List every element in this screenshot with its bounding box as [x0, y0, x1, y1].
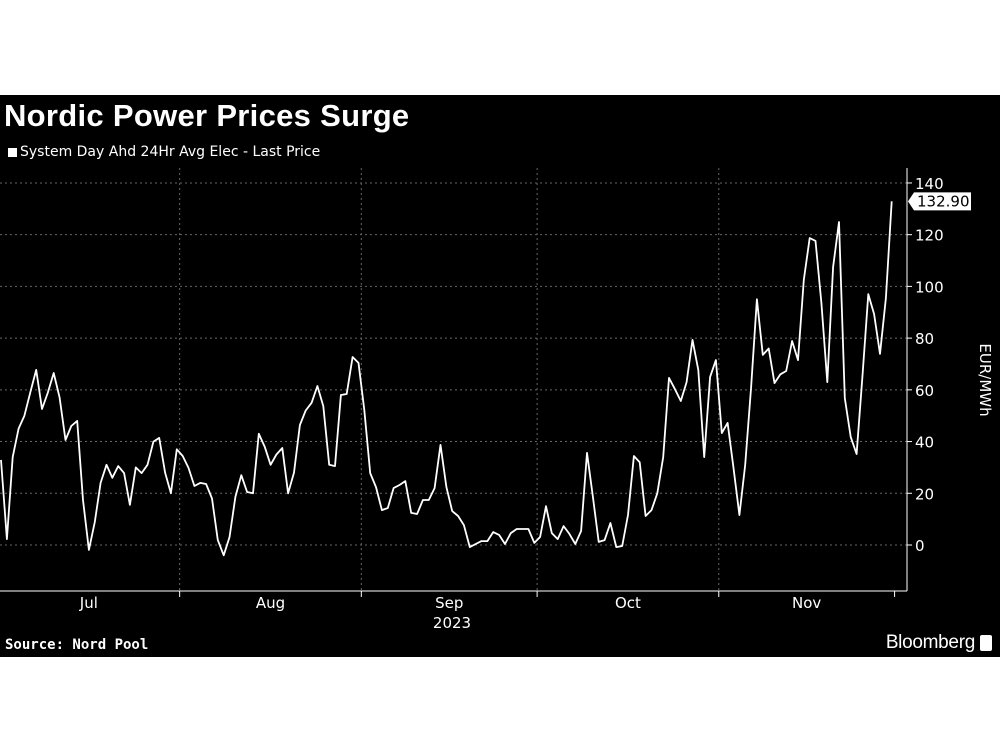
- y-tick-label: 100: [915, 278, 944, 296]
- legend: System Day Ahd 24Hr Avg Elec - Last Pric…: [8, 144, 320, 160]
- y-tick-label: 60: [915, 382, 934, 400]
- brand-text: Bloomberg: [885, 632, 975, 653]
- bloomberg-logo-icon: [980, 635, 992, 651]
- last-value-text: 132.90: [917, 192, 970, 210]
- y-tick-label: 80: [915, 330, 934, 348]
- y-axis-label: EUR/MWh: [976, 343, 994, 416]
- x-axis-year-label: 2023: [433, 614, 471, 632]
- x-tick-label: Jul: [79, 594, 98, 612]
- x-tick-label: Nov: [792, 594, 821, 612]
- chart-title: Nordic Power Prices Surge: [4, 98, 410, 133]
- legend-swatch: [8, 147, 17, 157]
- series-line: [0, 201, 893, 557]
- bloomberg-brand: Bloomberg: [886, 632, 992, 654]
- y-tick-label: 120: [915, 227, 944, 245]
- x-tick-label: Aug: [256, 594, 285, 612]
- x-tick-label: Sep: [435, 594, 463, 612]
- legend-label: System Day Ahd 24Hr Avg Elec - Last Pric…: [20, 144, 321, 160]
- y-tick-label: 140: [915, 175, 944, 193]
- y-tick-label: 0: [915, 537, 925, 555]
- y-tick-label: 40: [915, 434, 934, 452]
- y-tick-label: 20: [915, 485, 934, 503]
- chart-panel: [0, 95, 1000, 657]
- last-value-label: 132.90: [908, 192, 971, 211]
- source-note: Source: Nord Pool: [5, 637, 149, 653]
- x-tick-label: Oct: [615, 594, 641, 612]
